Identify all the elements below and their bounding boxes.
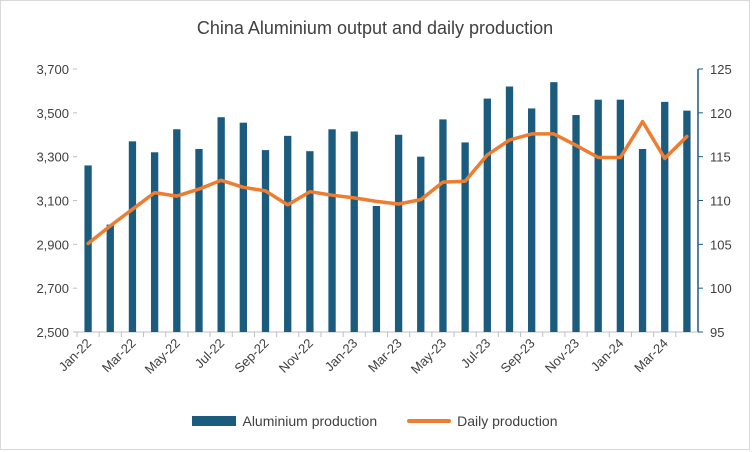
bar-aluminium-production bbox=[350, 131, 358, 332]
bar-aluminium-production bbox=[417, 156, 425, 332]
y-left-tick-label: 3,700 bbox=[36, 62, 69, 77]
x-tick-label: Sep-23 bbox=[498, 336, 538, 376]
y-left-tick-label: 3,300 bbox=[36, 150, 69, 165]
y-right-tick-label: 125 bbox=[710, 62, 732, 77]
bar-aluminium-production bbox=[106, 224, 114, 332]
x-tick-label: Nov-22 bbox=[276, 336, 316, 376]
x-tick-label: Mar-23 bbox=[365, 336, 405, 376]
y-left-tick-label: 2,700 bbox=[36, 281, 69, 296]
bar-aluminium-production bbox=[616, 99, 625, 332]
line-daily-production bbox=[86, 119, 689, 246]
y-left-tick-label: 2,500 bbox=[36, 325, 69, 340]
legend-label-daily-production: Daily production bbox=[457, 413, 558, 429]
x-tick-label: Sep-22 bbox=[231, 336, 271, 376]
y-right-tick-label: 105 bbox=[710, 237, 732, 252]
bar-aluminium-production bbox=[572, 115, 580, 333]
y-right-tick-label: 115 bbox=[710, 150, 731, 165]
bar-aluminium-production bbox=[461, 142, 469, 332]
legend-label-aluminium-production: Aluminium production bbox=[242, 413, 378, 429]
x-tick-label: Jul-22 bbox=[192, 336, 228, 372]
x-tick-label: Mar-22 bbox=[99, 336, 139, 376]
bar-aluminium-production bbox=[594, 99, 602, 332]
bar-aluminium-production bbox=[150, 152, 159, 332]
chart-title: China Aluminium output and daily product… bbox=[196, 18, 554, 38]
bar-aluminium-production bbox=[261, 150, 270, 332]
bar-aluminium-production bbox=[372, 205, 381, 332]
y-right-tick-label: 120 bbox=[710, 106, 732, 121]
bar-aluminium-production bbox=[439, 119, 447, 333]
y-left-tick-label: 3,100 bbox=[36, 194, 69, 209]
legend-item-aluminium-production: Aluminium production bbox=[192, 413, 377, 429]
bar-aluminium-production bbox=[638, 148, 647, 332]
bar-aluminium-production bbox=[483, 98, 491, 333]
y-left-tick-label: 3,500 bbox=[36, 106, 69, 121]
y-left-tick-label: 2,900 bbox=[36, 237, 69, 252]
y-right-tick-label: 110 bbox=[710, 194, 731, 209]
bar-aluminium-production bbox=[217, 117, 225, 332]
legend-item-daily-production: Daily production bbox=[407, 413, 558, 429]
bar-aluminium-production bbox=[661, 101, 669, 332]
bar-aluminium-production bbox=[683, 110, 691, 333]
x-tick-label: Mar-24 bbox=[631, 336, 671, 376]
x-tick-label: Jul-23 bbox=[458, 336, 494, 372]
bar-aluminium-production bbox=[173, 129, 181, 332]
x-tick-label: Jan-22 bbox=[55, 336, 94, 375]
y-right-tick-label: 95 bbox=[710, 325, 724, 340]
bar-aluminium-production bbox=[505, 86, 514, 333]
y-right-tick-label: 100 bbox=[710, 281, 732, 296]
x-tick-label: Nov-23 bbox=[542, 336, 582, 376]
bar-aluminium-production bbox=[128, 141, 137, 332]
bar-aluminium-production bbox=[528, 108, 536, 332]
bar-aluminium-production bbox=[284, 135, 292, 332]
bar-aluminium-production bbox=[84, 165, 92, 332]
bar-aluminium-production bbox=[195, 148, 203, 332]
x-tick-label: Jan-24 bbox=[588, 336, 627, 375]
bar-aluminium-production bbox=[328, 129, 336, 332]
x-tick-label: May-22 bbox=[142, 336, 183, 377]
x-tick-label: Jan-23 bbox=[322, 336, 361, 375]
bar-aluminium-production bbox=[306, 151, 314, 332]
bar-aluminium-production bbox=[394, 134, 403, 332]
bar-aluminium-production bbox=[239, 122, 247, 332]
bar-aluminium-production bbox=[550, 82, 558, 333]
x-tick-label: May-23 bbox=[408, 336, 449, 377]
legend: Aluminium production Daily production bbox=[1, 413, 749, 429]
legend-swatch-line bbox=[407, 419, 452, 423]
legend-swatch-bar bbox=[192, 416, 237, 426]
